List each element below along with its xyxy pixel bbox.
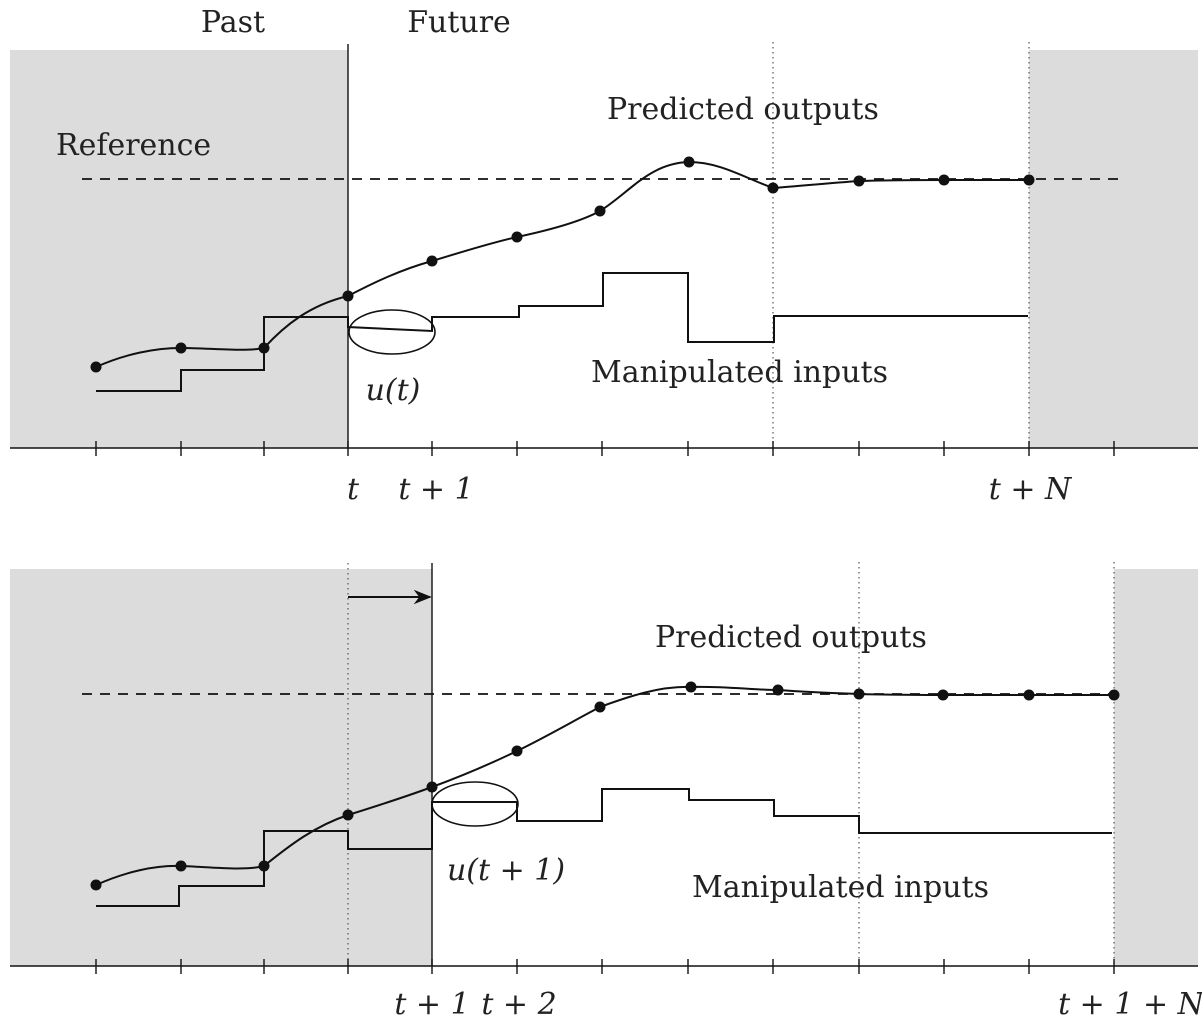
- tick-label-t-plus-n: t + N: [989, 472, 1073, 507]
- beyond-horizon-shaded-region: [1114, 569, 1198, 966]
- manipulated-input-steps: [96, 788, 1112, 907]
- tick-label-t-plus-1: t + 1: [394, 987, 469, 1022]
- past-shaded-region: [10, 50, 348, 448]
- output-point: [1023, 174, 1035, 186]
- tick-label-t-plus-2: t + 2: [481, 987, 556, 1022]
- output-point: [772, 684, 784, 696]
- predicted-outputs-label: Predicted outputs: [607, 92, 879, 127]
- predicted-outputs-label: Predicted outputs: [655, 620, 927, 655]
- output-point: [685, 681, 697, 693]
- current-input-ellipse: [348, 309, 436, 355]
- past-shaded-region: [10, 569, 432, 966]
- tick-label-t: t: [347, 472, 360, 507]
- output-point: [342, 290, 354, 302]
- output-point: [342, 809, 354, 821]
- output-point: [1023, 689, 1035, 701]
- manipulated-input-steps: [96, 272, 1028, 392]
- past-label: Past: [201, 5, 265, 40]
- output-point: [90, 879, 102, 891]
- top-panel: Past Future Reference Predicted outputs …: [10, 5, 1198, 507]
- output-point: [511, 745, 523, 757]
- control-input-label: u(t): [366, 373, 421, 408]
- tick-label-t-plus-1: t + 1: [398, 472, 473, 507]
- output-point: [175, 860, 187, 872]
- predicted-output-points: [90, 156, 1035, 373]
- output-point: [90, 361, 102, 373]
- output-point: [175, 342, 187, 354]
- output-point: [937, 689, 949, 701]
- output-point: [853, 175, 865, 187]
- output-point: [938, 174, 950, 186]
- beyond-horizon-shaded-region: [1029, 50, 1198, 448]
- manipulated-inputs-label: Manipulated inputs: [692, 870, 989, 905]
- time-axis-ticks: [95, 959, 1115, 974]
- output-point: [767, 182, 779, 194]
- output-point: [853, 688, 865, 700]
- output-point: [594, 205, 606, 217]
- output-point: [594, 701, 606, 713]
- output-point: [426, 255, 438, 267]
- current-input-ellipse: [431, 781, 519, 827]
- reference-label: Reference: [56, 128, 211, 163]
- output-point: [1108, 689, 1120, 701]
- tick-label-t-plus-1-plus-n: t + 1 + N: [1058, 987, 1202, 1022]
- bottom-panel: Predicted outputs Manipulated inputs u(t…: [10, 562, 1202, 1022]
- future-label: Future: [407, 5, 511, 40]
- control-input-label: u(t + 1): [447, 853, 565, 888]
- output-point: [511, 231, 523, 243]
- output-point: [683, 156, 695, 168]
- time-axis-ticks: [95, 441, 1115, 456]
- output-point: [426, 781, 438, 793]
- manipulated-inputs-label: Manipulated inputs: [591, 355, 888, 390]
